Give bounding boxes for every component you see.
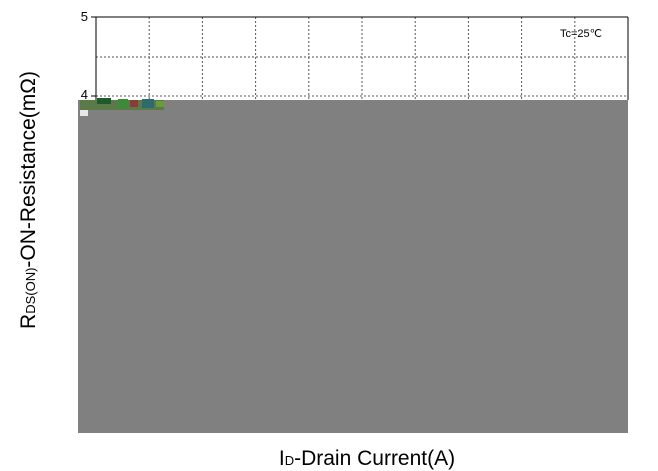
ytick-label-5: 5: [81, 9, 88, 24]
annotation-temperature: Tc=25℃: [560, 28, 602, 40]
thumbnail-icon: [80, 98, 164, 116]
occluded-region: [78, 100, 628, 433]
grid-vertical-lines: [148, 17, 576, 100]
x-axis-label: ID-Drain Current(A): [279, 447, 455, 470]
y-axis-label: RDS(ON)-ON-Resistance(mΩ): [17, 71, 40, 329]
ytick-label-4: 4: [81, 87, 88, 102]
